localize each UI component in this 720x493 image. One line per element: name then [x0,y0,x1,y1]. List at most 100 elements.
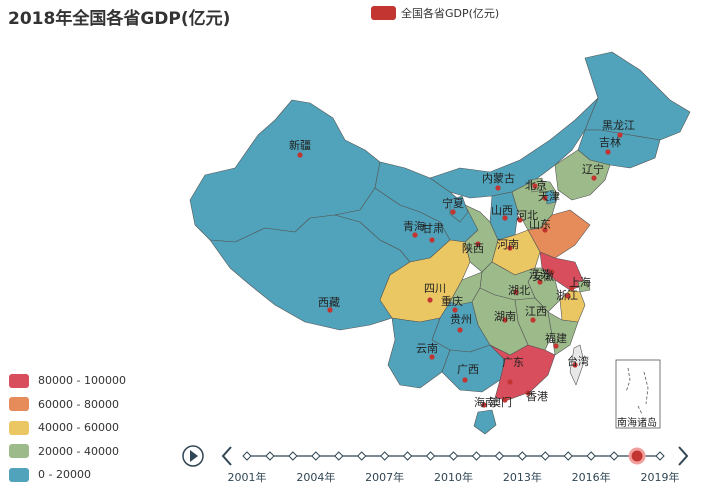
region-guangdong[interactable] [489,344,556,401]
province-label: 内蒙古 [482,171,515,185]
province-marker[interactable] [475,241,481,247]
visual-map-label: 0 - 20000 [38,468,91,482]
province-label: 福建 [545,331,567,345]
province-marker[interactable] [525,390,531,396]
province-marker[interactable] [412,232,418,238]
timeline-point[interactable] [288,451,298,461]
province-marker[interactable] [605,149,611,155]
timeline-label: 2004年 [296,470,335,484]
legend-swatch [371,6,396,20]
province-label: 吉林 [599,135,621,149]
province-marker[interactable] [530,317,536,323]
province-marker[interactable] [462,377,468,383]
province-marker[interactable] [481,402,487,408]
timeline-point[interactable] [517,451,528,461]
province-label: 黑龙江 [602,119,635,132]
series-legend[interactable]: 全国各省GDP(亿元) [371,5,499,21]
visual-map-item[interactable]: 20000 - 40000 [9,440,126,464]
timeline-point[interactable] [563,451,573,461]
province-marker[interactable] [513,289,519,295]
region-ningxia[interactable] [449,195,469,223]
visual-map-item[interactable]: 60000 - 80000 [9,393,126,417]
region-shanghai[interactable] [577,279,591,293]
timeline-point[interactable] [609,451,619,461]
province-marker[interactable] [297,152,303,158]
visual-map-legend[interactable]: 80000 - 100000 60000 - 80000 40000 - 60000… [9,369,126,487]
province-marker[interactable] [565,293,571,299]
province-marker[interactable] [507,379,513,385]
timeline-current-marker[interactable] [628,447,646,465]
province-label: 宁夏 [442,196,464,210]
visual-map-swatch [9,373,29,388]
province-label: 浙江 [556,289,578,302]
timeline-label: 2019年 [641,470,680,484]
visual-map-item[interactable]: 80000 - 100000 [9,369,126,393]
visual-map-swatch [9,444,29,459]
province-marker[interactable] [591,175,597,181]
timeline-play-button[interactable] [182,445,204,467]
region-neimenggu[interactable] [429,97,599,199]
region-heilongjiang[interactable] [584,51,691,141]
province-label: 广东 [502,356,524,369]
inset-label: 南海诸岛 [617,416,657,429]
province-marker[interactable] [450,209,456,215]
timeline-point[interactable] [265,451,275,461]
timeline-next-icon[interactable] [678,446,689,466]
province-label: 贵州 [450,313,472,326]
timeline-point[interactable] [357,451,367,461]
visual-map-swatch [9,467,29,482]
province-marker[interactable] [507,245,513,251]
province-marker[interactable] [553,343,559,349]
province-marker[interactable] [572,362,578,368]
timeline-point[interactable] [448,451,459,461]
province-marker[interactable] [429,354,435,360]
province-label: 上海 [569,275,591,289]
visual-map-item[interactable]: 40000 - 60000 [9,416,126,440]
province-label: 澳门 [490,395,512,409]
province-marker[interactable] [532,183,538,189]
visual-map-item[interactable]: 0 - 20000 [9,463,126,487]
timeline-point[interactable] [471,451,482,461]
province-label: 江西 [525,305,547,318]
province-label: 湖北 [508,284,530,297]
south-china-sea-inset: 南海诸岛 [615,359,661,429]
province-label: 青海 [403,219,425,233]
province-label: 新疆 [289,138,311,152]
province-marker[interactable] [427,297,433,303]
province-marker[interactable] [569,285,575,291]
region-hainan[interactable] [473,409,497,435]
region-liaoning[interactable] [554,149,611,201]
province-marker[interactable] [502,317,508,323]
timeline-point[interactable] [540,451,550,461]
visual-map-label: 40000 - 60000 [38,421,119,435]
province-marker[interactable] [542,227,548,233]
province-marker[interactable] [429,237,435,243]
province-marker[interactable] [542,195,548,201]
timeline-point[interactable] [402,451,413,461]
timeline-point[interactable] [379,451,390,461]
province-marker[interactable] [327,307,333,313]
timeline-point[interactable] [311,451,321,461]
province-marker[interactable] [517,217,523,223]
timeline-point[interactable] [242,451,252,461]
legend-label: 全国各省GDP(亿元) [401,7,500,20]
timeline-point[interactable] [655,451,665,461]
timeline-prev-icon[interactable] [221,446,232,466]
province-marker[interactable] [502,397,508,403]
province-marker[interactable] [617,132,623,138]
province-marker[interactable] [452,307,458,313]
province-marker[interactable] [502,215,508,221]
province-marker[interactable] [495,185,501,191]
timeline-point[interactable] [494,451,505,461]
timeline-point[interactable] [425,451,436,461]
timeline-point[interactable] [586,451,596,461]
province-marker[interactable] [537,279,543,285]
province-label: 安徽 [532,269,554,283]
timeline-point[interactable] [334,451,344,461]
province-marker[interactable] [549,269,555,275]
province-marker[interactable] [457,327,463,333]
province-label: 天津 [538,190,560,203]
timeline-label: 2013年 [503,470,542,484]
province-label: 海南 [474,395,496,409]
